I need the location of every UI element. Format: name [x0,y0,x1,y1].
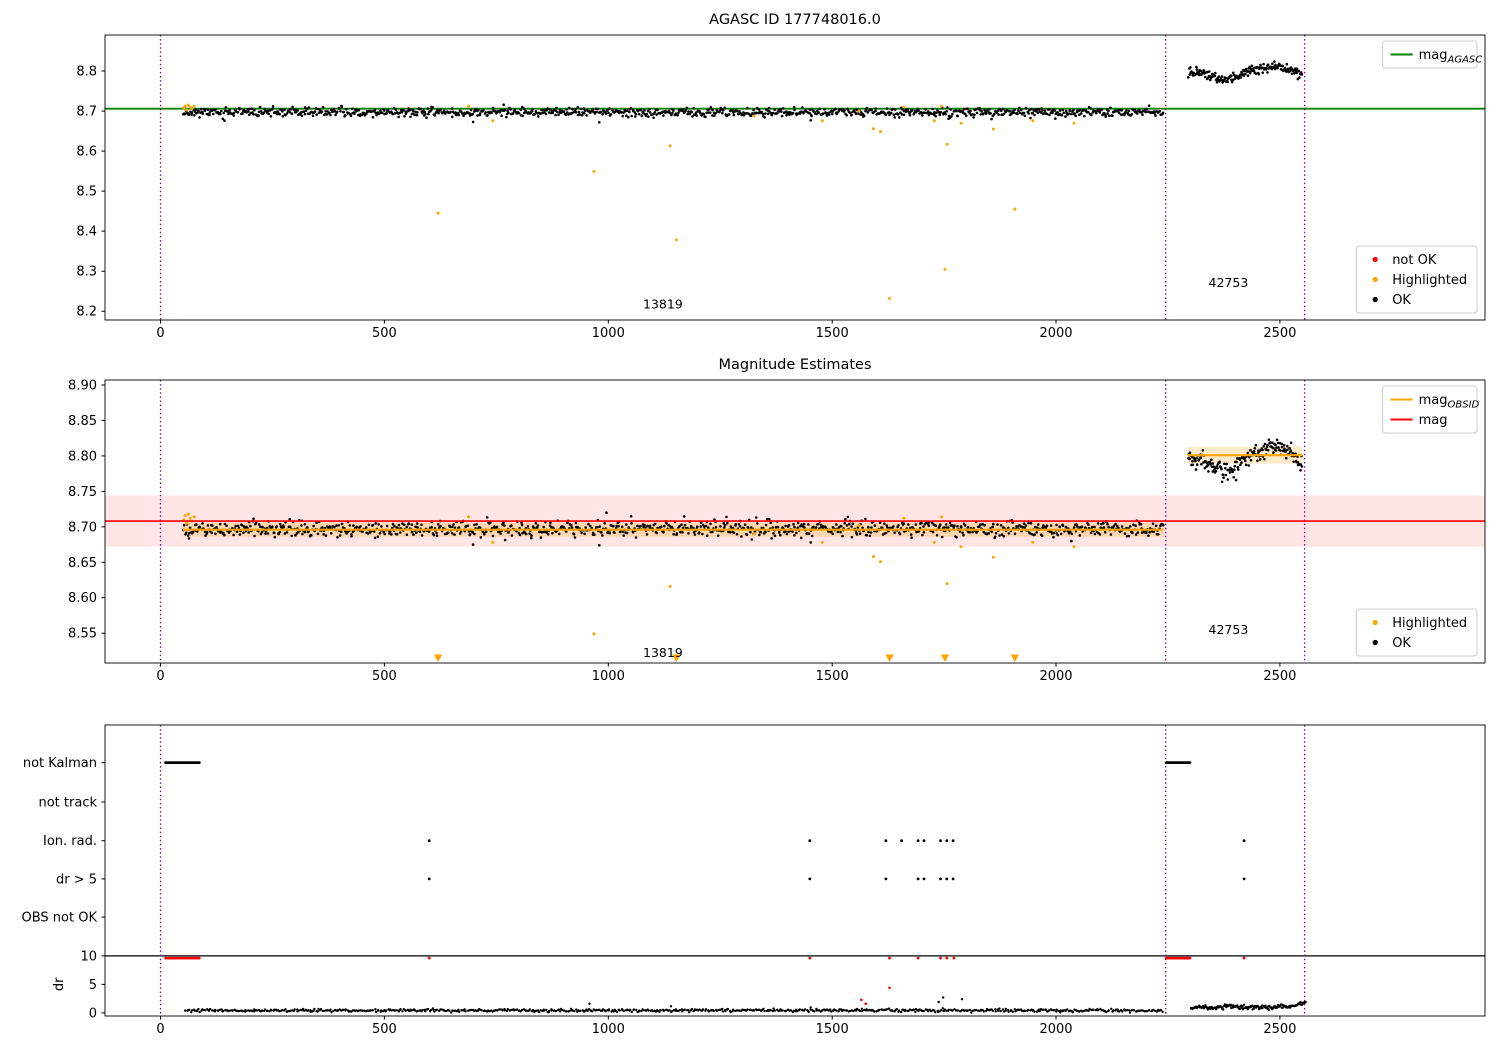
svg-text:2500: 2500 [1263,326,1296,341]
svg-text:1000: 1000 [592,669,625,684]
ok-points-extra [471,119,812,124]
svg-text:0: 0 [156,1022,164,1037]
svg-text:not Kalman: not Kalman [23,756,97,771]
svg-text:1000: 1000 [592,326,625,341]
svg-text:8.6: 8.6 [76,145,97,160]
dr-points-dr-42753 [1189,1000,1307,1011]
plot-frame [104,34,1486,321]
svg-text:8.2: 8.2 [76,305,97,320]
svg-text:8.65: 8.65 [68,556,97,571]
svg-text:500: 500 [372,1022,397,1037]
flag-points-ion-rad [427,839,1246,843]
legend-bottom-right: Highlighted OK [1355,608,1478,657]
svg-text:Highlighted: Highlighted [1392,273,1467,288]
flag-points-not-kalman [164,761,1192,764]
svg-text:8.85: 8.85 [68,414,97,429]
svg-text:8.4: 8.4 [76,225,97,240]
dr-outlier-points [588,996,964,1009]
svg-text:1000: 1000 [592,1022,625,1037]
not-ok-points [164,956,1246,1005]
svg-text:8.8: 8.8 [76,65,97,80]
svg-text:2500: 2500 [1263,669,1296,684]
svg-text:10: 10 [80,949,97,964]
ok-points-obsid-13819 [182,511,1165,543]
svg-text:8.80: 8.80 [68,449,97,464]
svg-text:5: 5 [89,978,97,993]
legend-item-ok: OK [1372,636,1411,651]
legend-item-mag: mag [1390,413,1448,428]
svg-text:8.60: 8.60 [68,591,97,606]
subplot-agasc-mag: 13819 42753 0 500 1000 1500 2000 2500 8.2 8.3 8.4 8… [76,12,1486,342]
subplot-magnitude-estimates: 13819 42753 0 500 1000 1500 2000 2500 8.55 8.60 8.… [68,357,1486,685]
annotation-obsid-13819: 13819 [643,645,683,660]
svg-text:500: 500 [372,326,397,341]
axis-tick-labels: 0 500 1000 1500 2000 2500 8.2 8.3 8.4 8.5 8.6 8.7 8.… [76,65,1296,342]
svg-text:OK: OK [1392,293,1411,308]
svg-text:2000: 2000 [1039,669,1072,684]
plot-frame [104,379,1486,664]
axis-tick-labels: 0 500 1000 1500 2000 2500 8.55 8.60 8.65 8.70 8.75… [68,379,1296,685]
svg-text:OK: OK [1392,636,1411,651]
svg-text:dr > 5: dr > 5 [56,872,97,887]
svg-text:8.90: 8.90 [68,379,97,394]
svg-text:500: 500 [372,669,397,684]
ok-points-obsid-42753 [1187,60,1304,84]
svg-text:OBS not OK: OBS not OK [22,911,98,926]
svg-text:0: 0 [156,669,164,684]
highlighted-points [182,103,1076,300]
legend-top-right: magAGASC [1382,40,1482,69]
svg-text:Ion. rad.: Ion. rad. [43,834,97,849]
svg-text:8.3: 8.3 [76,265,97,280]
legend-item-ok: OK [1372,293,1411,308]
axis-tick-labels: 0 500 1000 1500 2000 2500 not Kalman not track I… [22,756,1297,1037]
subplot-flags-dr: 0 500 1000 1500 2000 2500 not Kalman not track I… [22,724,1486,1037]
svg-text:0: 0 [156,326,164,341]
ok-points-obsid-42753 [1187,438,1304,484]
annotation-obsid-13819: 13819 [643,296,683,311]
legend-item-not-ok: not OK [1372,253,1437,268]
highlighted-points [182,512,1076,636]
svg-text:1500: 1500 [816,669,849,684]
annotation-obsid-42753: 42753 [1209,275,1249,290]
y-axis-label: dr [52,977,67,991]
svg-text:2000: 2000 [1039,326,1072,341]
svg-text:0: 0 [89,1006,97,1021]
svg-text:8.70: 8.70 [68,520,97,535]
ok-points-obsid-13819 [182,103,1165,122]
subplot-title: AGASC ID 177748016.0 [709,12,881,28]
dr-points-dr-13819 [184,1007,1164,1014]
annotation-obsid-42753: 42753 [1209,622,1249,637]
svg-text:8.55: 8.55 [68,627,97,642]
svg-text:not track: not track [38,796,97,811]
svg-text:2500: 2500 [1263,1022,1296,1037]
svg-text:1500: 1500 [816,1022,849,1037]
subplot-title: Magnitude Estimates [718,357,871,373]
svg-text:8.5: 8.5 [76,185,97,200]
clipped-low-markers [433,654,1020,662]
flag-points-dr-5 [427,877,1246,881]
plot-frame [104,724,1486,1017]
svg-text:8.7: 8.7 [76,105,97,120]
svg-text:2000: 2000 [1039,1022,1072,1037]
ok-points-extra [471,541,812,547]
legend-bottom-right: not OK Highlighted OK [1355,245,1478,314]
svg-text:mag: mag [1419,413,1448,428]
svg-text:8.75: 8.75 [68,485,97,500]
svg-text:1500: 1500 [816,326,849,341]
legend-item-highlighted: Highlighted [1372,616,1467,631]
legend-item-highlighted: Highlighted [1372,273,1467,288]
svg-text:Highlighted: Highlighted [1392,616,1467,631]
svg-text:not OK: not OK [1392,253,1437,268]
